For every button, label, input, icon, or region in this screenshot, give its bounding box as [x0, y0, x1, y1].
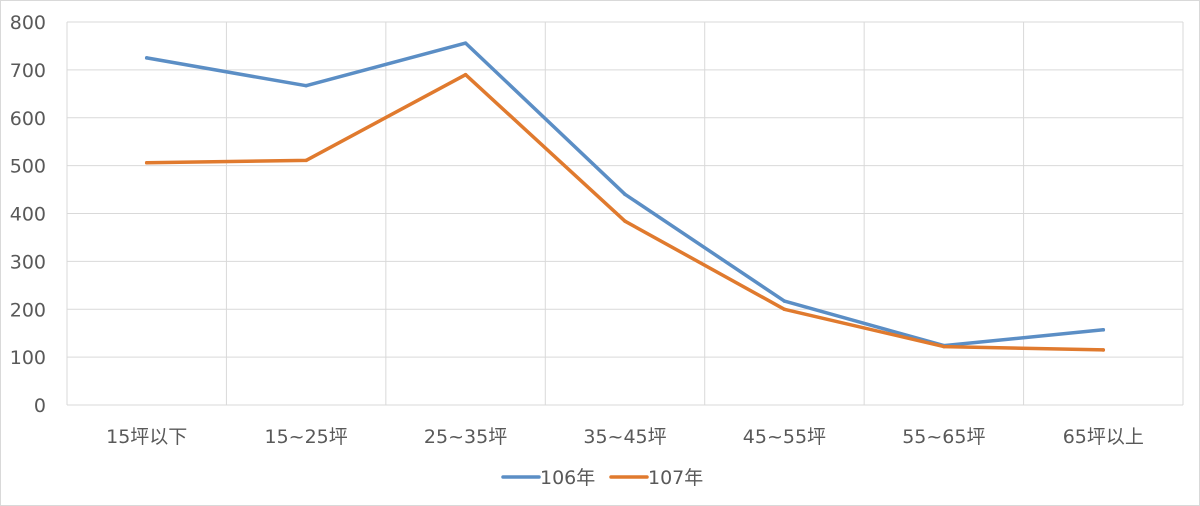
data-point [463, 41, 468, 45]
data-point [144, 161, 149, 165]
data-point [782, 299, 787, 303]
y-tick-label: 300 [10, 251, 46, 273]
data-point [1101, 348, 1106, 352]
x-tick-label: 35~45坪 [583, 426, 666, 448]
x-tick-label: 15~25坪 [265, 426, 348, 448]
y-axis-tick-labels: 0 100 200 300 400 500 600 700 800 [10, 12, 46, 417]
x-axis-tick-labels: 15坪以下 15~25坪 25~35坪 35~45坪 45~55坪 55~65坪 65坪以上 [106, 426, 1144, 448]
y-tick-label: 600 [10, 108, 46, 130]
series-line-2 [144, 72, 1106, 352]
x-tick-label: 65坪以上 [1063, 426, 1144, 448]
data-point [144, 56, 149, 60]
y-tick-label: 0 [34, 395, 46, 417]
x-tick-label: 55~65坪 [902, 426, 985, 448]
data-point [304, 83, 308, 88]
legend-label: 107年 [648, 467, 703, 489]
data-point [942, 344, 946, 349]
data-point [782, 307, 787, 311]
data-point [304, 158, 308, 163]
series-lines [144, 41, 1106, 352]
data-point [623, 192, 627, 197]
x-tick-label: 45~55坪 [743, 426, 826, 448]
data-point [463, 72, 468, 77]
legend: 106年 107年 [501, 467, 703, 489]
x-tick-label: 15坪以下 [106, 426, 187, 448]
x-tick-label: 25~35坪 [424, 426, 507, 448]
data-point [623, 219, 627, 223]
gridlines [66, 21, 1184, 406]
y-tick-label: 400 [10, 204, 46, 226]
y-tick-label: 800 [10, 12, 46, 34]
y-tick-label: 700 [10, 60, 46, 82]
y-tick-label: 200 [10, 299, 46, 321]
y-tick-label: 100 [10, 347, 46, 369]
legend-label: 106年 [540, 467, 595, 489]
y-tick-label: 500 [10, 156, 46, 178]
data-point [1101, 328, 1106, 332]
